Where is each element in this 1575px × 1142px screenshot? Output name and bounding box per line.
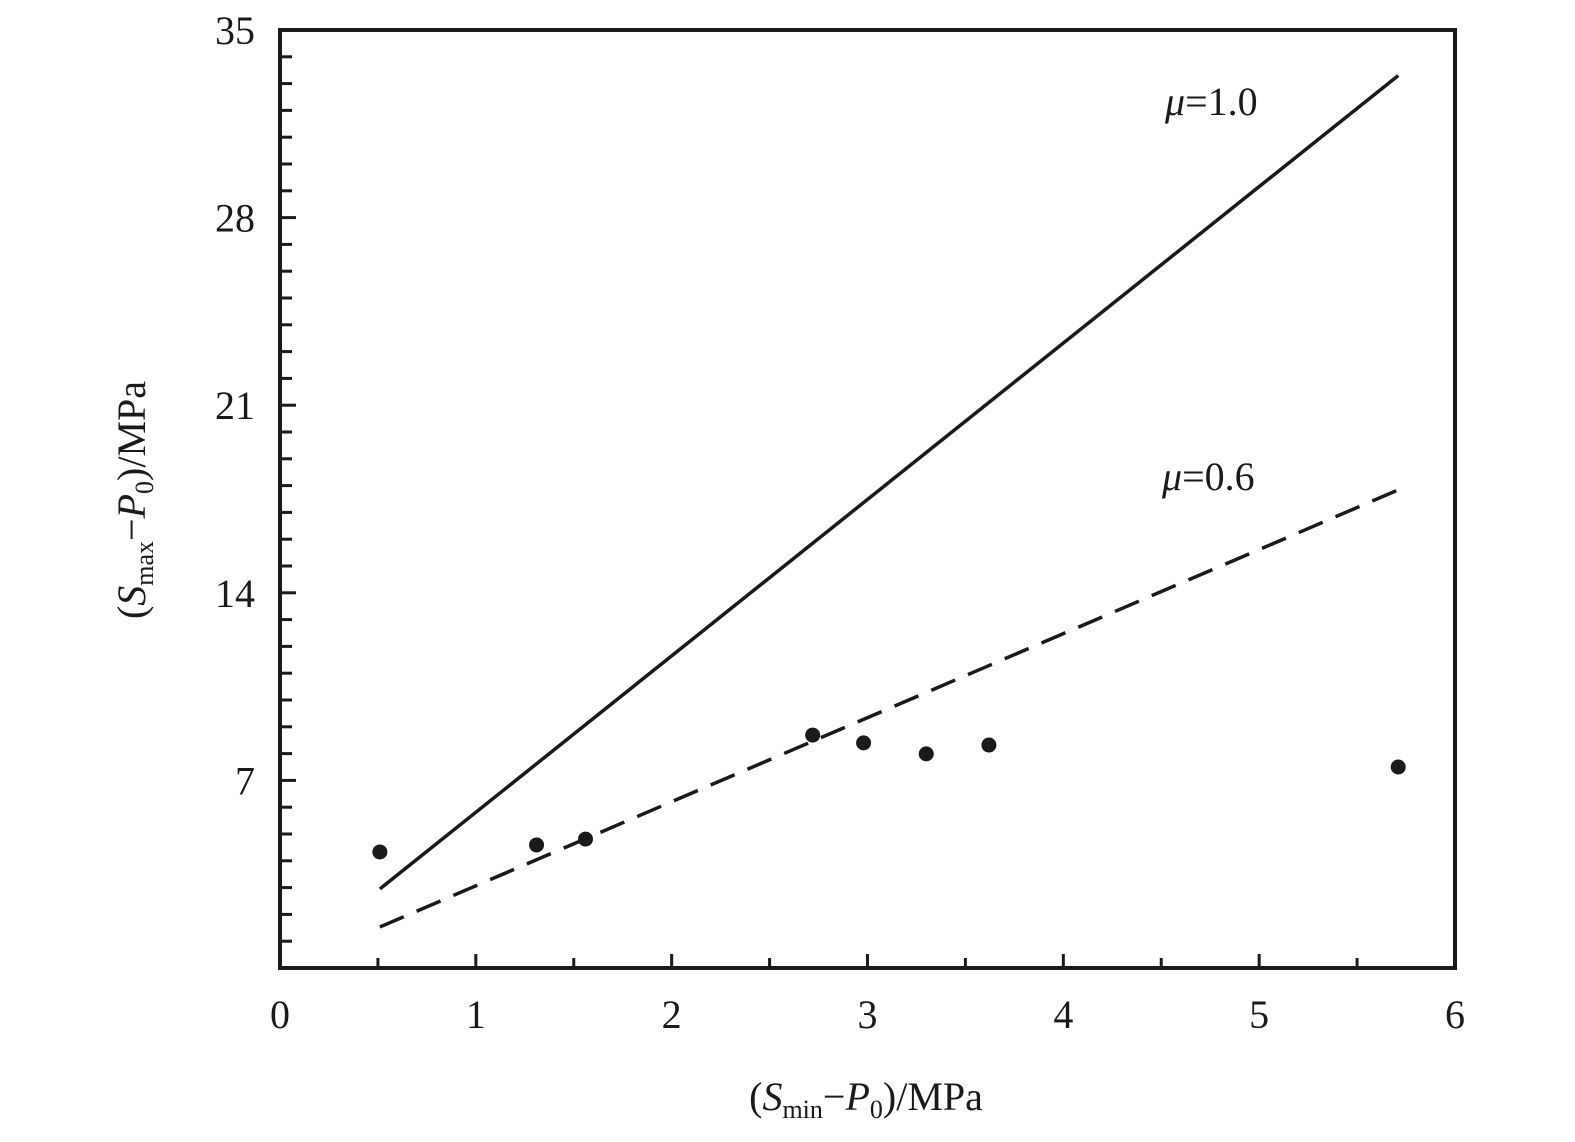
x-tick-label: 0 bbox=[270, 992, 290, 1037]
data-point bbox=[856, 735, 872, 751]
x-tick-label: 1 bbox=[466, 992, 486, 1037]
data-point bbox=[981, 737, 997, 753]
y-tick-label: 7 bbox=[235, 758, 255, 803]
x-tick-label: 6 bbox=[1445, 992, 1465, 1037]
tick-labels: 0 1 2 3 4 5 6 7 14 21 28 35 bbox=[215, 8, 1465, 1037]
x-tick-label: 3 bbox=[858, 992, 878, 1037]
series-line-mu-06 bbox=[379, 488, 1399, 929]
y-tick-label: 21 bbox=[215, 383, 255, 428]
x-axis-title: (Smin−P0)/MPa bbox=[749, 1074, 983, 1124]
data-point bbox=[372, 844, 388, 860]
series-line-mu-1 bbox=[378, 74, 1400, 891]
y-tick-label: 14 bbox=[215, 571, 255, 616]
data-point bbox=[1390, 759, 1406, 775]
y-tick-label: 28 bbox=[215, 196, 255, 241]
y-axis-title: (Smax−P0)/MPa bbox=[109, 381, 159, 619]
ticks bbox=[278, 28, 1457, 970]
data-point bbox=[805, 727, 821, 743]
lines bbox=[378, 74, 1400, 929]
y-tick-label: 35 bbox=[215, 8, 255, 53]
points bbox=[372, 727, 1406, 860]
annotation-mu-1: μ=1.0 bbox=[1164, 79, 1258, 124]
data-point bbox=[918, 746, 934, 762]
annotation-mu-06: μ=0.6 bbox=[1161, 454, 1255, 499]
data-point bbox=[529, 837, 545, 853]
x-tick-label: 2 bbox=[662, 992, 682, 1037]
x-tick-label: 4 bbox=[1053, 992, 1073, 1037]
x-tick-label: 5 bbox=[1249, 992, 1269, 1037]
data-point bbox=[578, 831, 593, 847]
